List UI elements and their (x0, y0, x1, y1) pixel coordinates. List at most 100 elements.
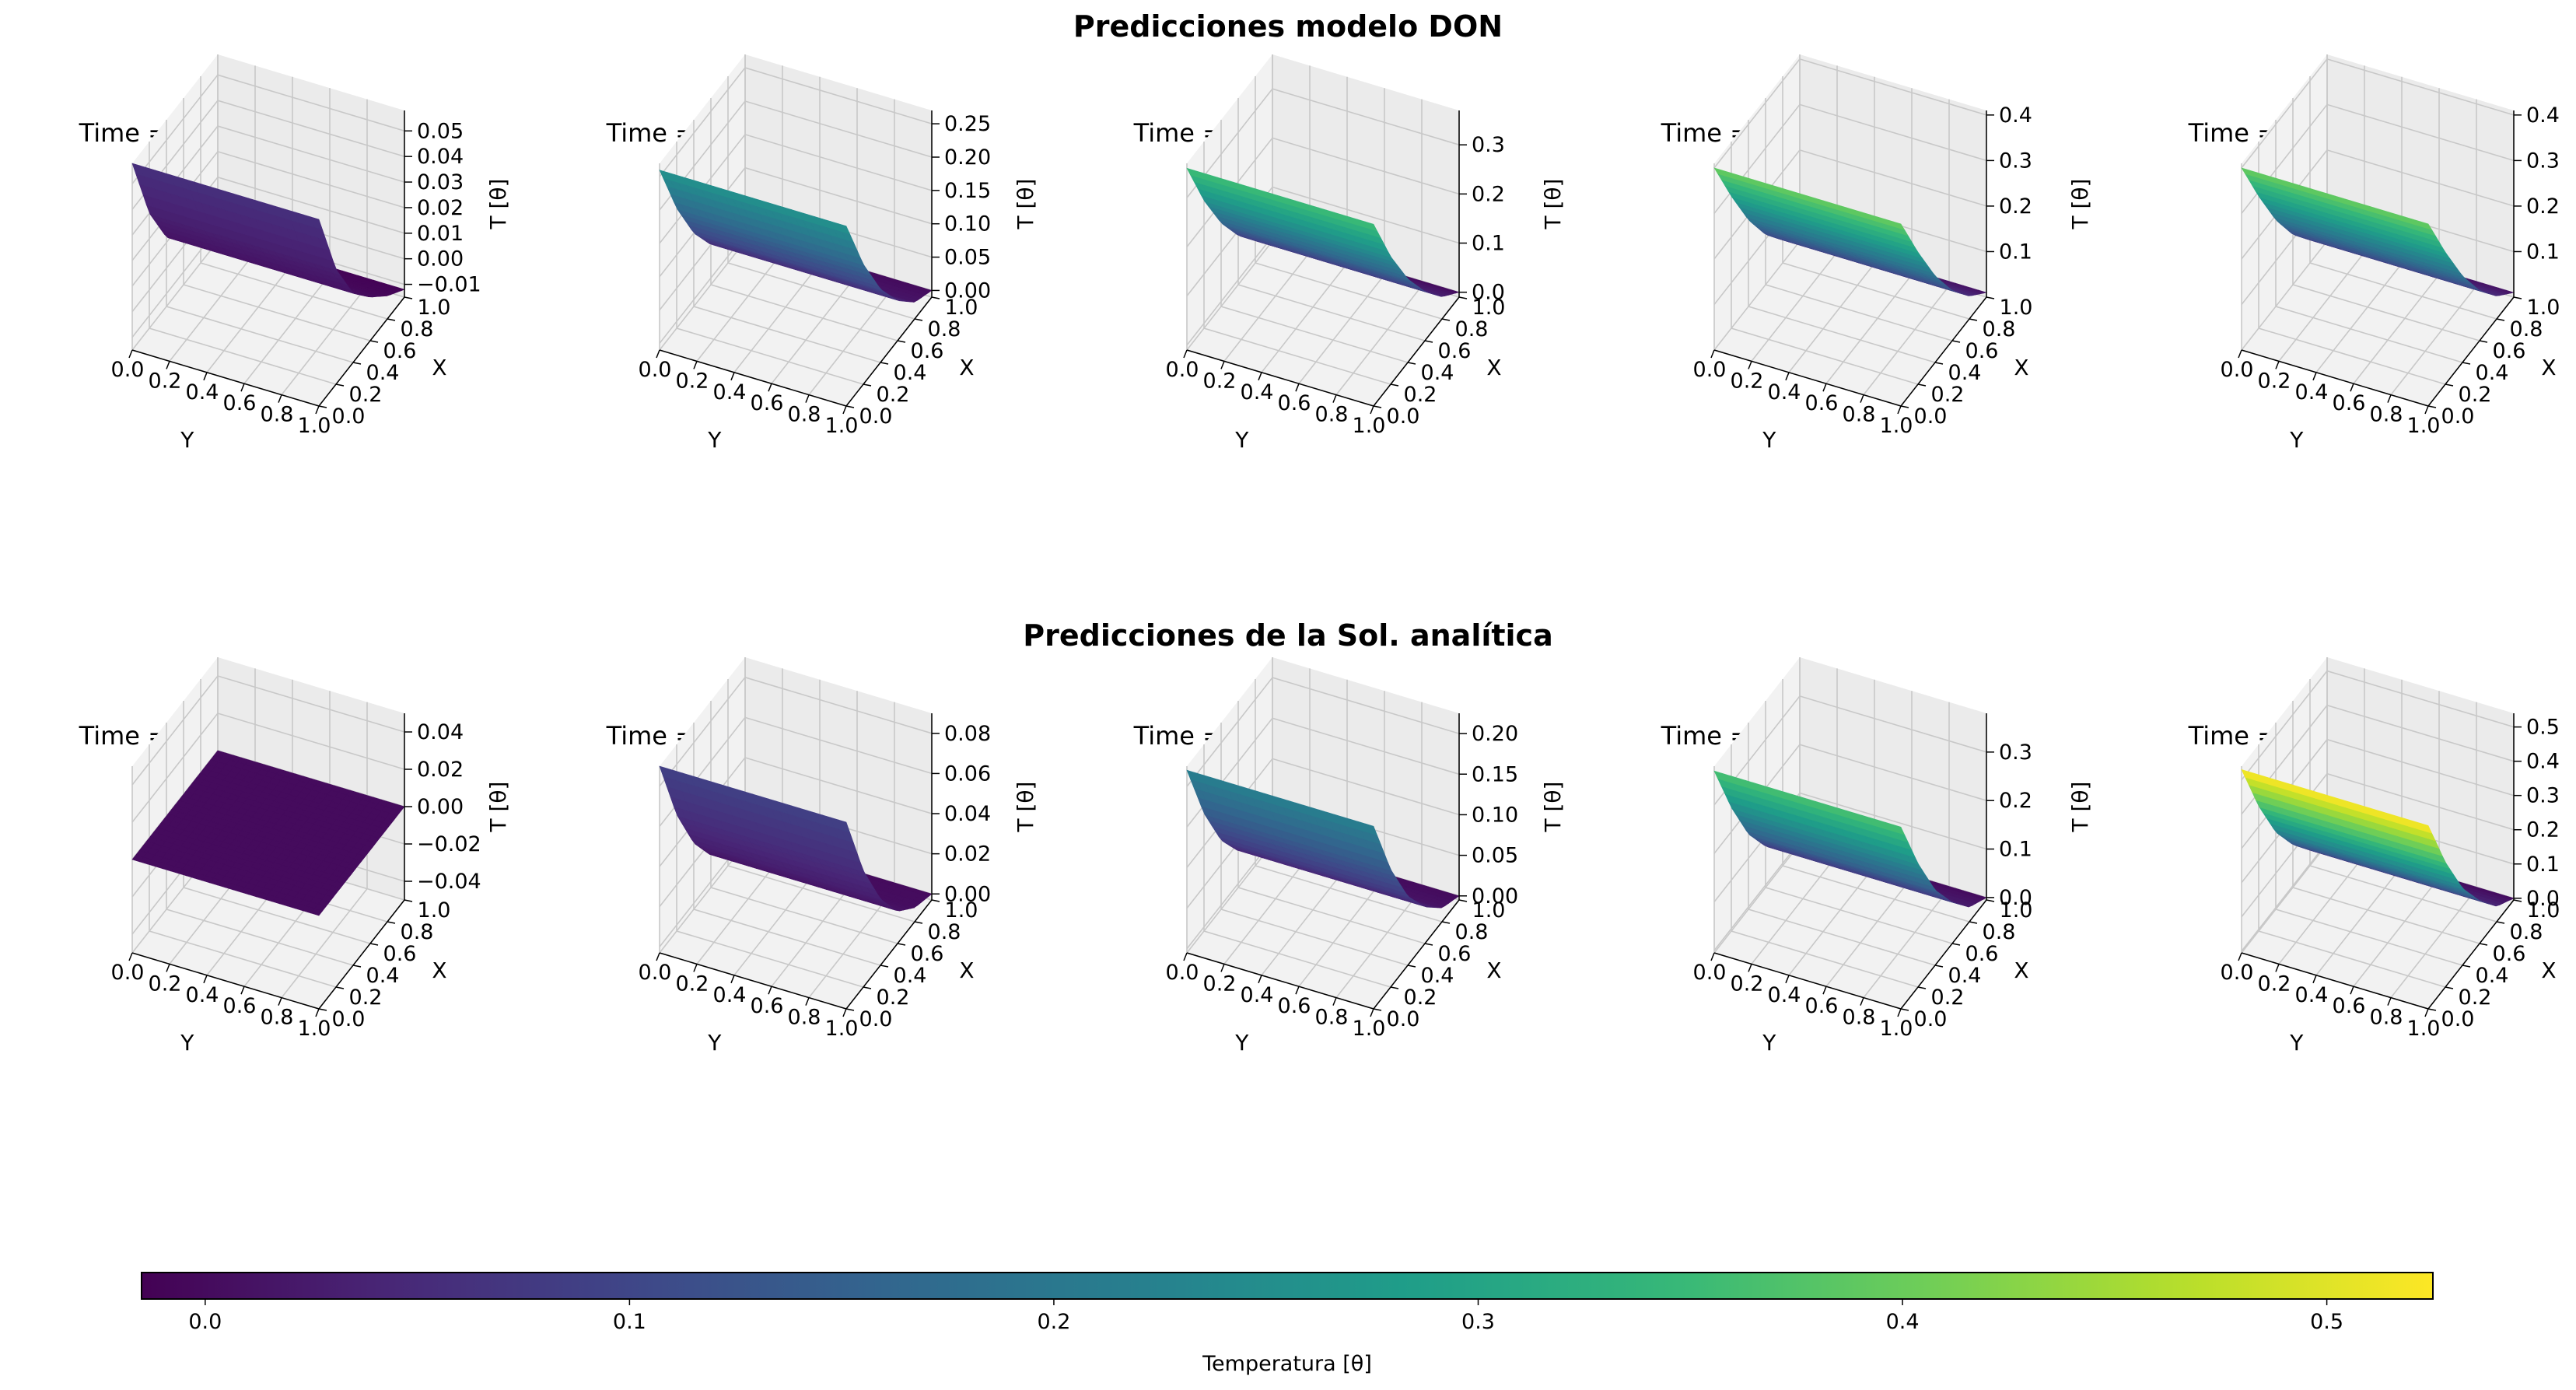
y-tick-mark (1748, 361, 1752, 369)
z-tick-label: 0.05 (417, 119, 464, 143)
x-tick-label: 0.4 (894, 361, 927, 385)
z-tick-label: 0.00 (417, 247, 464, 271)
z-tick-label: 0.1 (2526, 240, 2560, 264)
y-tick-label: 0.0 (639, 358, 672, 382)
z-tick-label: −0.01 (417, 273, 481, 297)
grid-line (1203, 142, 1391, 385)
x-tick-mark (897, 340, 906, 343)
y-tick-mark (1183, 349, 1188, 359)
y-tick-label: 0.8 (1843, 403, 1876, 427)
surface-plot: Time = 0.250.0 0.2 0.4 0.6 0.8 1.0Y0.00.20.40… (606, 54, 1038, 453)
temperature-surface (659, 765, 933, 912)
y-tick-mark (1370, 405, 1374, 415)
x-tick-label: 0.2 (2459, 383, 2492, 407)
y-tick-label: 0.6 (751, 994, 784, 1018)
x-tick-mark (914, 921, 923, 924)
x-tick-label: 0.4 (366, 361, 400, 385)
grid-line (1255, 76, 1443, 320)
z-tick-label: 0.02 (944, 842, 991, 867)
x-tick-mark (369, 943, 379, 946)
x-tick-mark (318, 405, 327, 408)
surface-cell (838, 223, 851, 235)
y-tick-mark (805, 997, 810, 1006)
x-tick-label: 0.2 (349, 986, 383, 1010)
grid-line (1782, 76, 1970, 320)
grid-line (1713, 149, 1987, 260)
y-axis-label: Y (180, 1030, 194, 1056)
x-axis-label: X (2541, 355, 2556, 380)
z-tick-label: 0.08 (944, 722, 991, 746)
floor-pane (2242, 241, 2514, 406)
grid-line (659, 676, 933, 787)
y-tick-mark (2275, 361, 2280, 369)
x-tick-mark (404, 899, 413, 902)
grid-line (183, 98, 371, 341)
floor-pane (1187, 241, 1459, 406)
y-tick-label: 0.2 (2258, 369, 2291, 393)
subplot-r1-c4: Time = 0.75 0.0 0.2 0.4 0.6 0.8 1.0 Y 0.0 0.2 0.4 0… (1613, 54, 2111, 529)
y-axis-label: Y (2289, 427, 2304, 453)
x-axis-line (318, 899, 405, 1010)
x-tick-mark (1900, 405, 1909, 408)
y-axis-line (659, 349, 847, 407)
x-tick-mark (335, 383, 345, 387)
grid-line (1731, 142, 1919, 385)
y-tick-label: 0.2 (676, 972, 709, 996)
z-tick-label: 0.20 (944, 145, 991, 170)
grid-line (2309, 76, 2497, 320)
y-tick-label: 1.0 (1353, 414, 1386, 438)
z-tick-label: 0.04 (944, 802, 991, 826)
y-tick-label: 0.4 (1768, 380, 1801, 404)
y-tick-mark (842, 1008, 847, 1017)
x-tick-mark (352, 965, 362, 968)
surface-cell (310, 216, 324, 230)
x-tick-mark (335, 986, 345, 989)
grid-line (1186, 186, 1460, 296)
x-tick-mark (1458, 296, 1468, 299)
surface-cell (1365, 221, 1378, 232)
z-tick-label: 0.3 (1472, 133, 1505, 157)
floor-pane (1714, 241, 1986, 406)
z-tick-label: 0.04 (417, 145, 464, 169)
x-tick-label: 0.2 (349, 383, 383, 407)
z-tick-label: 0.2 (2526, 194, 2560, 219)
y-axis-line (131, 349, 320, 407)
y-axis-line (2241, 349, 2429, 407)
y-tick-label: 1.0 (298, 1017, 331, 1041)
y-tick-label: 0.2 (149, 972, 182, 996)
grid-line (2241, 58, 2515, 169)
y-tick-label: 0.4 (186, 380, 219, 404)
z-tick-label: 0.00 (417, 795, 464, 819)
y-tick-label: 0.2 (676, 369, 709, 393)
z-tick-label: 0.1 (1472, 232, 1505, 256)
grid-line (2241, 149, 2515, 260)
x-tick-label: 0.8 (928, 920, 961, 944)
surface-cell (310, 908, 324, 916)
grid-line (1255, 679, 1443, 923)
y-tick-label: 0.0 (2221, 358, 2254, 382)
x-tick-mark (880, 965, 889, 968)
x-tick-label: 0.6 (911, 942, 944, 966)
y-tick-mark (315, 405, 320, 415)
y-tick-mark (240, 383, 245, 392)
x-tick-label: 0.0 (1387, 404, 1420, 429)
x-tick-label: 0.2 (1931, 383, 1965, 407)
subplot-r1-c1: Time = 0.00 0.0 0.2 0.4 0.6 0.8 1.0 Y 0.0 0.2 0.4 0… (31, 54, 529, 529)
grid-line (710, 98, 898, 341)
z-tick-label: 0.25 (944, 112, 991, 136)
y-tick-label: 0.6 (223, 994, 257, 1018)
y-tick-mark (1258, 372, 1262, 381)
z-axis-label: T [θ] (1013, 782, 1038, 833)
x-tick-label: 1.0 (1472, 296, 1506, 320)
y-tick-mark (278, 394, 282, 403)
grid-line (1186, 677, 1460, 787)
z-tick-label: 0.00 (944, 882, 991, 906)
y-tick-mark (2387, 394, 2392, 403)
y-axis-line (131, 952, 320, 1010)
row-title-analitica: Predicciones de la Sol. analítica (1023, 618, 1553, 653)
z-tick-label: 0.01 (417, 222, 464, 246)
grid-line (131, 74, 405, 184)
y-tick-label: 0.2 (1203, 369, 1237, 393)
grid-line (659, 100, 933, 211)
y-tick-mark (128, 349, 133, 359)
